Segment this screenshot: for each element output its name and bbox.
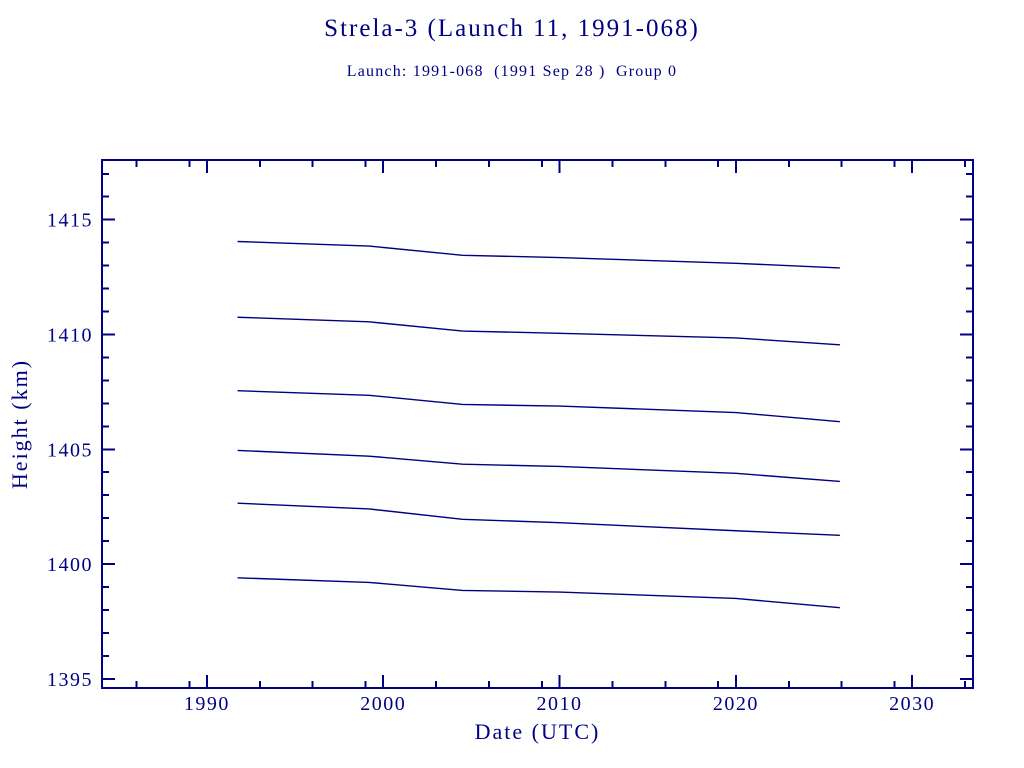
x-axis-label: Date (UTC) [474,719,601,744]
x-tick-label: 1990 [184,693,230,715]
y-tick-label: 1400 [47,554,93,576]
series-line-object-5 [237,502,840,537]
series-line-object-4 [237,449,840,483]
x-tick-label: 2010 [537,693,583,715]
y-tick-label: 1395 [47,669,93,691]
x-tick-label: 2030 [889,693,935,715]
y-axis-label: Height (km) [7,358,32,490]
series-line-object-2 [237,316,840,346]
series-line-object-1 [237,240,840,269]
chart-subtitle: Launch: 1991-068 (1991 Sep 28 ) Group 0 [346,63,678,80]
y-tick-label: 1410 [47,324,93,346]
y-tick-label: 1405 [47,439,93,461]
series-line-object-3 [237,390,840,423]
series-line-object-6 [237,577,840,609]
plot-frame [101,159,974,689]
y-tick-label: 1415 [47,210,93,232]
chart-title: Strela-3 (Launch 11, 1991-068) [324,15,700,42]
x-tick-label: 2020 [713,693,759,715]
x-tick-label: 2000 [360,693,406,715]
